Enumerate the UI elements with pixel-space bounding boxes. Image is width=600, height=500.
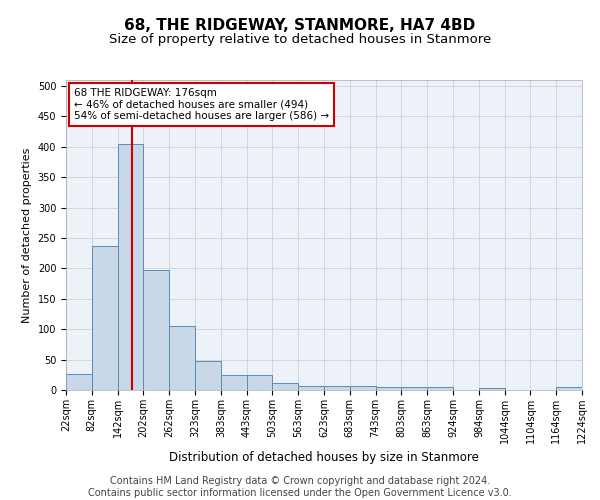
Bar — [272, 382, 298, 390]
Bar — [479, 388, 505, 390]
Bar — [118, 144, 143, 390]
Bar — [298, 386, 324, 390]
Bar — [350, 386, 376, 390]
Text: 68, THE RIDGEWAY, STANMORE, HA7 4BD: 68, THE RIDGEWAY, STANMORE, HA7 4BD — [124, 18, 476, 32]
Bar — [92, 246, 118, 390]
Text: Contains HM Land Registry data © Crown copyright and database right 2024.
Contai: Contains HM Land Registry data © Crown c… — [88, 476, 512, 498]
Bar — [169, 326, 195, 390]
Bar — [376, 387, 401, 390]
Bar — [221, 375, 247, 390]
Bar — [324, 386, 350, 390]
Text: Size of property relative to detached houses in Stanmore: Size of property relative to detached ho… — [109, 32, 491, 46]
Bar — [247, 375, 272, 390]
Y-axis label: Number of detached properties: Number of detached properties — [22, 148, 32, 322]
X-axis label: Distribution of detached houses by size in Stanmore: Distribution of detached houses by size … — [169, 452, 479, 464]
Bar — [556, 387, 582, 390]
Bar — [195, 361, 221, 390]
Bar — [66, 374, 92, 390]
Bar — [427, 387, 453, 390]
Bar — [401, 387, 427, 390]
Bar — [143, 270, 169, 390]
Text: 68 THE RIDGEWAY: 176sqm
← 46% of detached houses are smaller (494)
54% of semi-d: 68 THE RIDGEWAY: 176sqm ← 46% of detache… — [74, 88, 329, 121]
